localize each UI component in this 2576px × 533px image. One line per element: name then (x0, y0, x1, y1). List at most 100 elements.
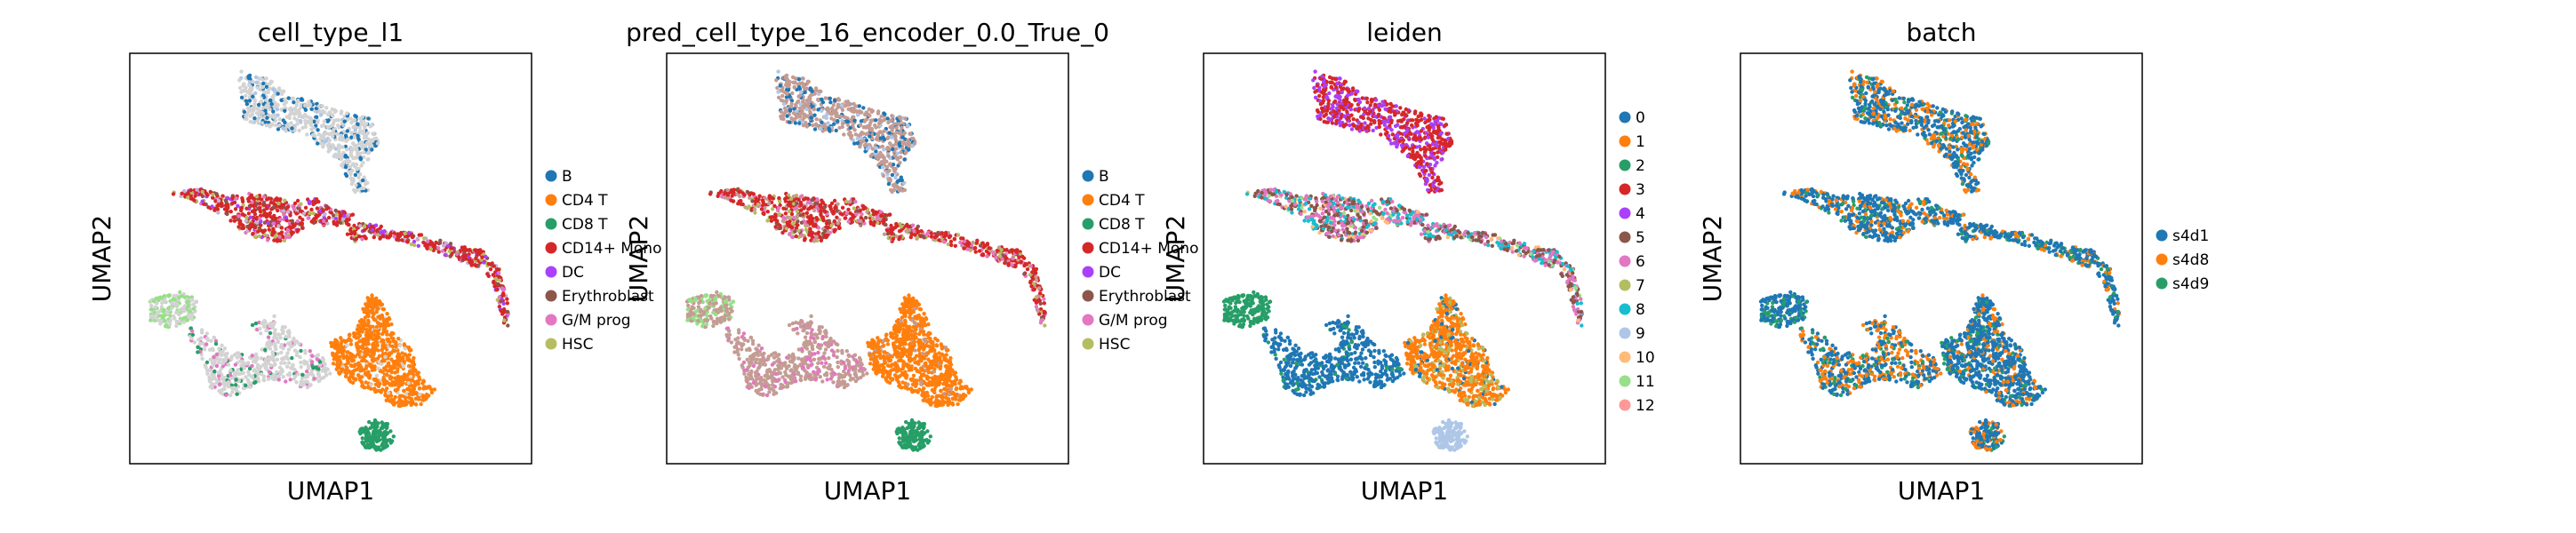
scatter-point (212, 335, 217, 340)
scatter-point (233, 386, 237, 391)
scatter-point (1028, 273, 1033, 277)
scatter-point (886, 147, 892, 151)
scatter-point (348, 169, 353, 174)
scatter-point (867, 107, 871, 112)
scatter-point (226, 384, 231, 389)
scatter-point (294, 211, 299, 216)
scatter-point (282, 238, 287, 243)
scatter-point (783, 211, 788, 216)
scatter-point (228, 368, 233, 373)
scatter-point (285, 204, 291, 210)
scatter-point (276, 113, 280, 117)
scatter-point (737, 199, 741, 203)
scatter-point (290, 126, 294, 131)
scatter-point (266, 335, 271, 339)
scatter-point (485, 272, 490, 276)
scatter-point (288, 112, 292, 117)
scatter-point (217, 388, 221, 394)
scatter-point (347, 337, 351, 341)
scatter-point (381, 318, 387, 322)
scatter-point (895, 224, 900, 228)
scatter-point (410, 378, 415, 382)
scatter-point (819, 209, 823, 213)
scatter-point (379, 224, 383, 229)
scatter-point (777, 212, 782, 217)
scatter-point (785, 84, 789, 89)
scatter-point (376, 366, 380, 370)
scatter-point (417, 386, 422, 391)
scatter-point (1006, 263, 1011, 267)
scatter-point (428, 247, 433, 251)
scatter-point (352, 135, 357, 139)
scatter-point (796, 115, 800, 119)
scatter-point (506, 323, 510, 328)
scatter-point (271, 109, 276, 114)
scatter-point (922, 235, 926, 240)
scatter-point (499, 308, 503, 314)
scatter-point (814, 117, 819, 122)
scatter-point (822, 115, 827, 119)
scatter-point (834, 128, 838, 133)
scatter-point (1022, 272, 1027, 276)
scatter-point (226, 362, 231, 367)
scatter-point (255, 85, 260, 90)
scatter-point (313, 133, 317, 139)
scatter-point (299, 360, 303, 365)
scatter-point (251, 94, 255, 99)
scatter-point (796, 223, 800, 227)
scatter-point (985, 254, 989, 259)
scatter-point (343, 368, 348, 372)
scatter-point (292, 367, 297, 372)
scatter-point (380, 348, 384, 353)
scatter-point (367, 363, 372, 368)
scatter-point (436, 246, 441, 251)
scatter-point (388, 351, 394, 355)
scatter-point (369, 123, 373, 128)
scatter-point (161, 309, 166, 314)
scatter-point (249, 87, 254, 92)
scatter-point (244, 93, 248, 99)
scatter-point (827, 219, 831, 223)
scatter-point (361, 178, 365, 183)
scatter-point (200, 341, 205, 346)
scatter-point (836, 98, 842, 102)
scatter-point (261, 324, 267, 329)
scatter-point (297, 341, 301, 346)
scatter-point (407, 370, 412, 374)
scatter-point (908, 235, 913, 240)
scatter-point (360, 115, 364, 119)
scatter-point (1029, 284, 1034, 289)
scatter-point (268, 323, 272, 329)
scatter-point (274, 123, 278, 128)
scatter-point (842, 132, 846, 137)
scatter-point (211, 192, 215, 197)
scatter-point (286, 210, 291, 214)
scatter-point (240, 226, 244, 231)
scatter-point (356, 175, 361, 180)
scatter-point (340, 109, 344, 114)
scatter-point (859, 219, 863, 224)
scatter-point (278, 217, 283, 222)
scatter-point (886, 181, 892, 187)
scatter-point (906, 224, 911, 229)
scatter-point (228, 372, 233, 378)
scatter-point (480, 255, 484, 259)
scatter-point (239, 208, 244, 213)
scatter-points (148, 69, 510, 452)
scatter-point (820, 215, 825, 219)
scatter-point (279, 226, 284, 230)
scatter-point (1023, 261, 1028, 266)
scatter-point (322, 366, 326, 370)
scatter-point (273, 332, 277, 338)
scatter-point (1031, 288, 1036, 292)
scatter-point (252, 211, 258, 217)
scatter-point (357, 125, 362, 131)
x-axis-label: UMAP1 (287, 476, 375, 505)
scatter-point (268, 86, 272, 91)
scatter-point (292, 106, 298, 111)
scatter-point (254, 195, 260, 199)
scatter-point (798, 81, 803, 86)
scatter-point (334, 367, 339, 371)
scatter-point (402, 389, 406, 394)
scatter-point (795, 108, 799, 114)
